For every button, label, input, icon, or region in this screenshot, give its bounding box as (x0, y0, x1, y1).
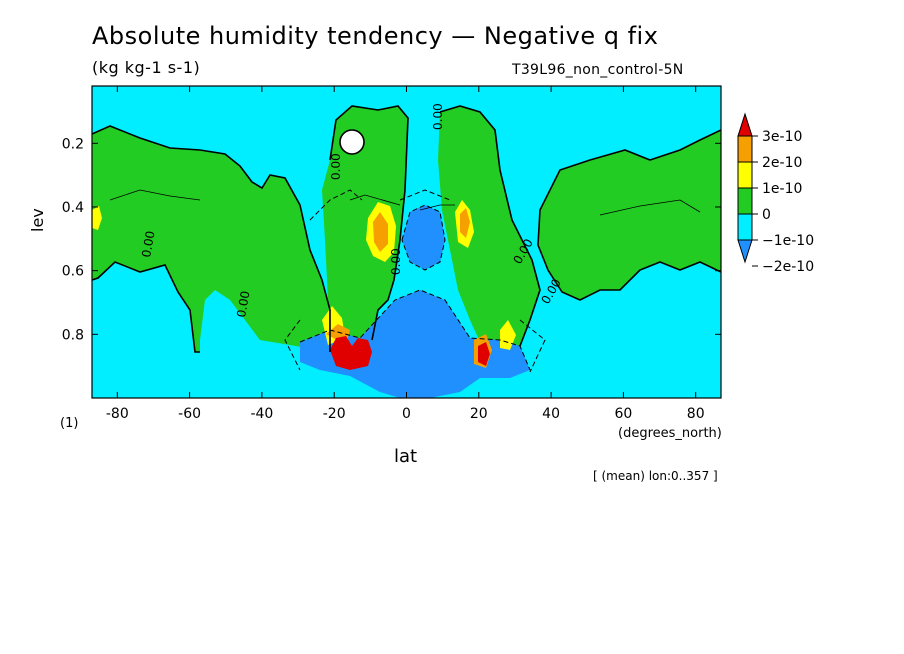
y-tick-label: 0.6 (62, 264, 84, 280)
colorbar-label: −1e-10 (762, 233, 814, 249)
x-tick-label: 40 (542, 406, 560, 422)
colorbar-segment (737, 161, 753, 189)
plot-fill (92, 86, 721, 398)
colorbar-bottom-arrow (737, 239, 753, 264)
region-hole (340, 130, 364, 154)
contour-lines (92, 105, 721, 373)
mean-note: [ (mean) lon:0..357 ] (593, 469, 718, 483)
x-tick-label: -40 (250, 406, 273, 422)
y-axis: 0.2 0.4 0.6 0.8 (62, 136, 721, 343)
colorbar-segment (737, 187, 753, 215)
contour-zero-cleft (329, 105, 409, 341)
x-axis: -80 -60 -40 -20 0 20 40 60 80 (106, 86, 705, 422)
run-label: T39L96_non_control-5N (512, 62, 684, 78)
contour-zero-right (537, 129, 721, 301)
colorbar-label: −2e-10 (762, 259, 814, 275)
region-pos1-edge (92, 206, 102, 230)
contour-value-label: 0.00 (329, 153, 343, 180)
region-zero-center-right (438, 106, 540, 350)
sub-index-label: (1) (60, 416, 79, 431)
region-pos3-left (330, 336, 372, 370)
colorbar-segment (737, 213, 753, 241)
x-tick-label: -20 (323, 406, 346, 422)
y-tick-label: 0.8 (62, 327, 84, 343)
colorbar: 3e-10 2e-10 1e-10 0 −1e-10 −2e-10 (737, 112, 814, 275)
x-tick-label: 0 (402, 406, 411, 422)
colorbar-top-arrow (737, 112, 753, 137)
chart-title: Absolute humidity tendency — Negative q … (92, 22, 659, 50)
region-zero-left (92, 126, 330, 352)
y-tick-label: 0.4 (62, 200, 84, 216)
contour-dashed-1 (284, 189, 546, 373)
contour-zero-left (92, 125, 331, 353)
contour-thin-1 (109, 189, 701, 216)
x-tick-label: -60 (178, 406, 201, 422)
region-neg2-column (402, 205, 445, 270)
colorbar-segment (737, 135, 753, 163)
region-zero-center-left (322, 106, 408, 345)
region-pos1-lowright (500, 320, 516, 350)
x-tick-label: 60 (614, 406, 632, 422)
x-axis-unit: (degrees_north) (618, 426, 722, 441)
contour-value-label: 0.00 (139, 230, 157, 259)
x-axis-label: lat (394, 446, 418, 467)
contour-value-label: 0.00 (234, 290, 252, 319)
x-tick-label: 80 (687, 406, 705, 422)
x-tick-label: 20 (470, 406, 488, 422)
contour-value-label: 0.00 (389, 248, 403, 275)
contour-hole (339, 129, 365, 155)
contour-dashed-2 (299, 204, 531, 371)
region-pos2-right (460, 208, 470, 238)
colorbar-label: 0 (762, 207, 771, 223)
region-neg2-base (300, 290, 530, 398)
region-pos3-right (478, 342, 490, 366)
x-tick-label: -80 (106, 406, 129, 422)
contour-zero-cright (439, 105, 541, 347)
colorbar-label: 2e-10 (762, 155, 802, 171)
colorbar-label: 3e-10 (762, 129, 802, 145)
contour-value-label: 0.00 (431, 103, 445, 130)
region-zero-right (538, 130, 721, 300)
region-pos2-left (373, 212, 388, 252)
y-tick-label: 0.2 (62, 136, 84, 152)
colorbar-label: 1e-10 (762, 181, 802, 197)
units-label: (kg kg-1 s-1) (92, 58, 201, 77)
